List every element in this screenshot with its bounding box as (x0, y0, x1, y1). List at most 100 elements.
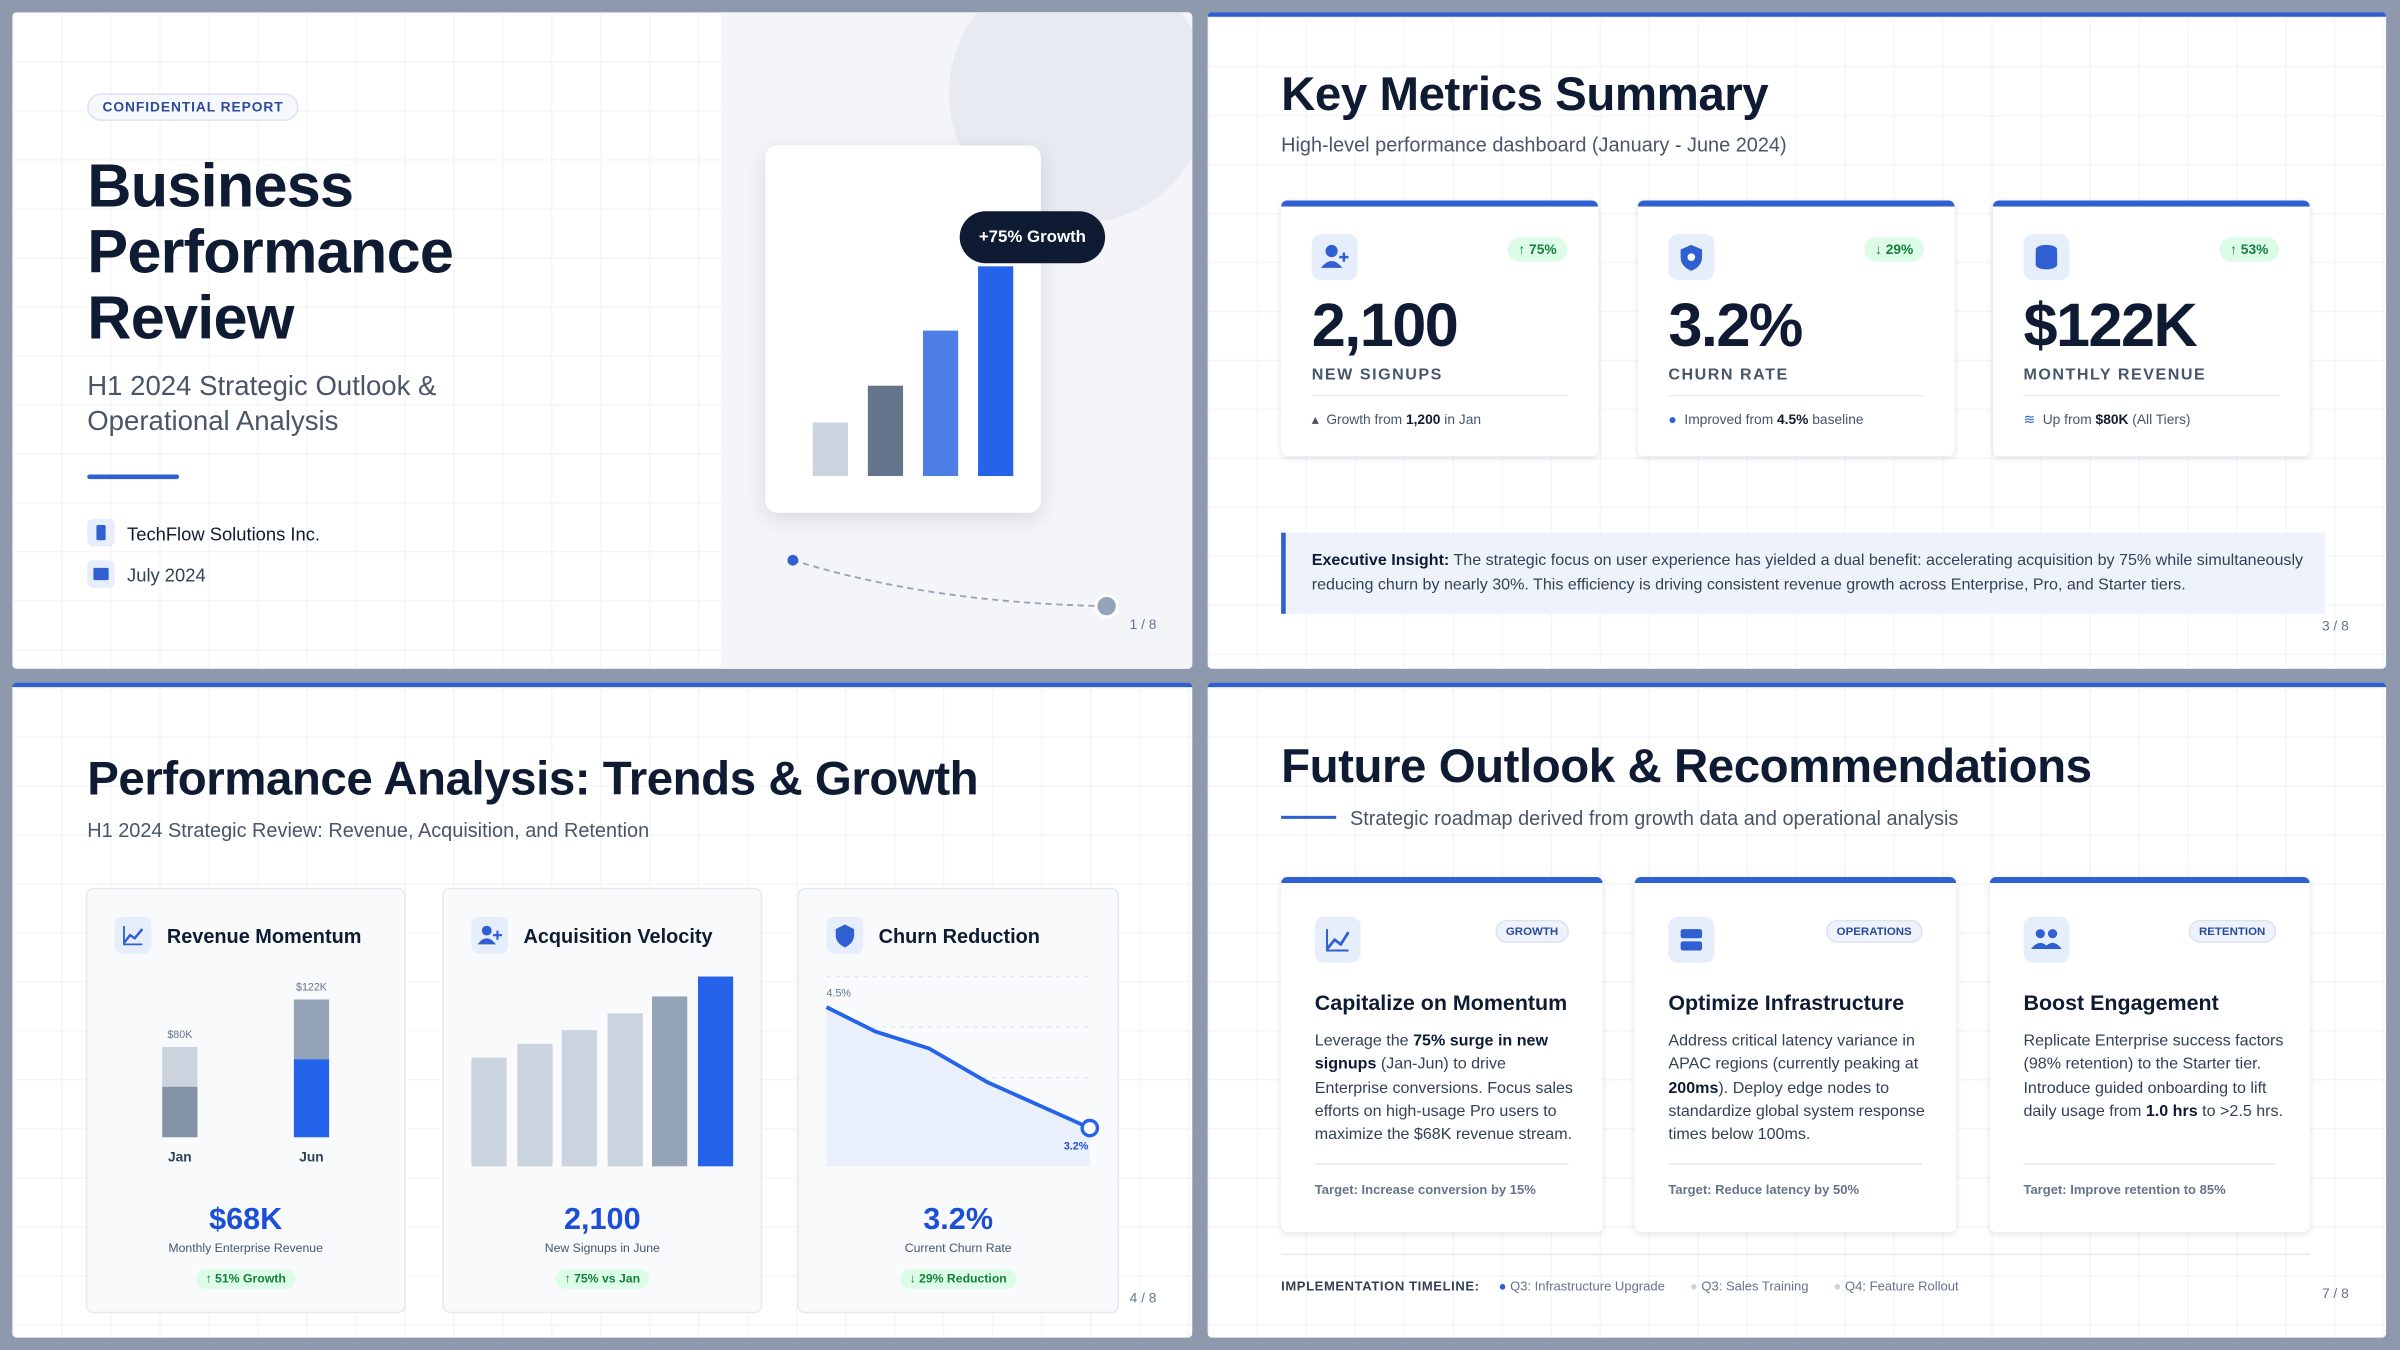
divider (1314, 1163, 1569, 1165)
title: Future Outlook & Recommendations (1281, 739, 2092, 793)
metric-label: NEW SIGNUPS (1311, 365, 1443, 385)
date: July 2024 (127, 564, 206, 587)
area (826, 1007, 1090, 1167)
insight-box: Executive Insight: The strategic focus o… (1281, 532, 2325, 614)
metric-value: $122K (2023, 292, 2197, 360)
analysis-slide: Performance Analysis: Trends & Growth H1… (12, 682, 1193, 1338)
divider (2023, 1163, 2277, 1165)
card-caption: Monthly Enterprise Revenue (168, 1241, 323, 1256)
timeline-label: IMPLEMENTATION TIMELINE: (1281, 1278, 1480, 1294)
subtitle: Strategic roadmap derived from growth da… (1349, 806, 1959, 830)
note-bold: 1,200 (1405, 411, 1441, 428)
bar (867, 385, 904, 477)
bar (922, 330, 959, 477)
badge-wrap: ↓ 29% Reduction (799, 1263, 1117, 1291)
bar (607, 1013, 643, 1167)
dot (787, 554, 799, 566)
tag: RETENTION (2188, 919, 2277, 943)
icon (2023, 916, 2070, 963)
bar (517, 1043, 553, 1167)
body-text: Leverage the (1314, 1031, 1414, 1050)
body-bold: 75% surge in new signups (1314, 1031, 1548, 1074)
dot (1094, 593, 1119, 619)
body-bold: 1.0 hrs (2145, 1101, 2198, 1121)
accent-line (1281, 815, 1337, 819)
cover-slide: CONFIDENTIAL REPORT Business Performance… (12, 12, 1193, 669)
card-title: Boost Engagement (2023, 990, 2219, 1015)
badge-wrap: ↑ 75% vs Jan (444, 1263, 761, 1291)
subtitle: High-level performance dashboard (Januar… (1281, 133, 1787, 157)
decor-chart (787, 266, 1119, 619)
metric-value: 2,100 (1311, 292, 1459, 360)
divider (1668, 1163, 1923, 1165)
badge-wrap: ↑ 51% Growth (87, 1263, 404, 1291)
note-text: in Jan (1440, 411, 1482, 428)
title: Key Metrics Summary (1281, 67, 1769, 121)
card-value: $68K (209, 1203, 283, 1237)
recommendation-card: GROWTH Capitalize on Momentum Leverage t… (1281, 877, 1603, 1233)
bar (162, 1086, 198, 1138)
metric-note: ▴ Growth from 1,200 in Jan (1311, 411, 1482, 428)
note-bold: 4.5% (1777, 411, 1809, 428)
body-text: to >2.5 hrs. (2197, 1101, 2284, 1121)
body-text: Replicate Enterprise success factors (98… (2023, 1031, 2284, 1121)
note-text: Improved from (1684, 411, 1778, 428)
axis-label: Jun (299, 1150, 323, 1165)
badge: CONFIDENTIAL REPORT (87, 93, 299, 121)
metric-note: ≋ Up from $80K (All Tiers) (2023, 411, 2191, 428)
card-title: Optimize Infrastructure (1668, 990, 1905, 1015)
icon (114, 916, 152, 954)
page-number: 3 / 8 (2321, 618, 2349, 634)
icon (471, 916, 509, 954)
change-badge: ↑ 53% (2219, 237, 2280, 262)
curve (792, 559, 1107, 608)
acquisition-chart (471, 976, 734, 1167)
card-body: Address critical latency variance in APA… (1668, 1030, 1928, 1147)
metric-label: MONTHLY REVENUE (2023, 365, 2207, 385)
card-body: Leverage the 75% surge in new signups (J… (1315, 1030, 1575, 1147)
recommendation-card: RETENTION Boost Engagement Replicate Ent… (1989, 877, 2310, 1233)
card-title: Churn Reduction (878, 924, 1040, 948)
card-body: Replicate Enterprise success factors (98… (2023, 1030, 2283, 1124)
bar (162, 1046, 198, 1087)
point-label: 4.5% (827, 987, 852, 999)
target: Target: Improve retention to 85% (2023, 1181, 2226, 1197)
bar (293, 1059, 330, 1138)
target: Target: Reduce latency by 50% (1668, 1181, 1860, 1197)
icon (1311, 234, 1358, 281)
insight-label: Executive Insight: (1311, 551, 1450, 570)
icon (1668, 234, 1715, 281)
subtitle: H1 2024 Strategic Review: Revenue, Acqui… (87, 818, 650, 842)
body-text: (Jan-Jun) to drive Enterprise conversion… (1314, 1055, 1573, 1144)
card-caption: New Signups in June (544, 1241, 660, 1256)
icon (87, 560, 115, 588)
axis-label: Jan (168, 1150, 192, 1165)
change-badge: ↑ 75% (1507, 237, 1568, 262)
line (825, 1005, 1091, 1130)
timeline: IMPLEMENTATION TIMELINE: ● Q3: Infrastru… (1281, 1278, 1959, 1294)
note-text: (All Tiers) (2128, 411, 2191, 428)
divider (1311, 394, 1568, 397)
change-badge: ↓ 29% Reduction (900, 1268, 1016, 1289)
card-value: 3.2% (923, 1203, 994, 1237)
icon (1314, 916, 1361, 963)
insight-text: The strategic focus on user experience h… (1311, 551, 2304, 594)
divider (2023, 394, 2280, 397)
page-number: 4 / 8 (1129, 1290, 1157, 1306)
bar (978, 266, 1014, 477)
icon (2023, 234, 2070, 281)
metrics-slide: Key Metrics Summary High-level performan… (1207, 12, 2387, 669)
metric-card: ↑ 75% 2,100 NEW SIGNUPS ▴ Growth from 1,… (1281, 200, 1598, 457)
metric-value: 3.2% (1668, 292, 1803, 360)
bar (697, 976, 734, 1167)
icon (1668, 916, 1715, 963)
change-badge: ↑ 75% vs Jan (555, 1268, 650, 1289)
page-number: 1 / 8 (1129, 616, 1157, 633)
timeline-item: Q3: Infrastructure Upgrade (1510, 1278, 1665, 1294)
note-text: baseline (1808, 411, 1864, 428)
timeline-item: Q4: Feature Rollout (1845, 1278, 1959, 1294)
change-badge: ↑ 51% Growth (196, 1268, 295, 1289)
